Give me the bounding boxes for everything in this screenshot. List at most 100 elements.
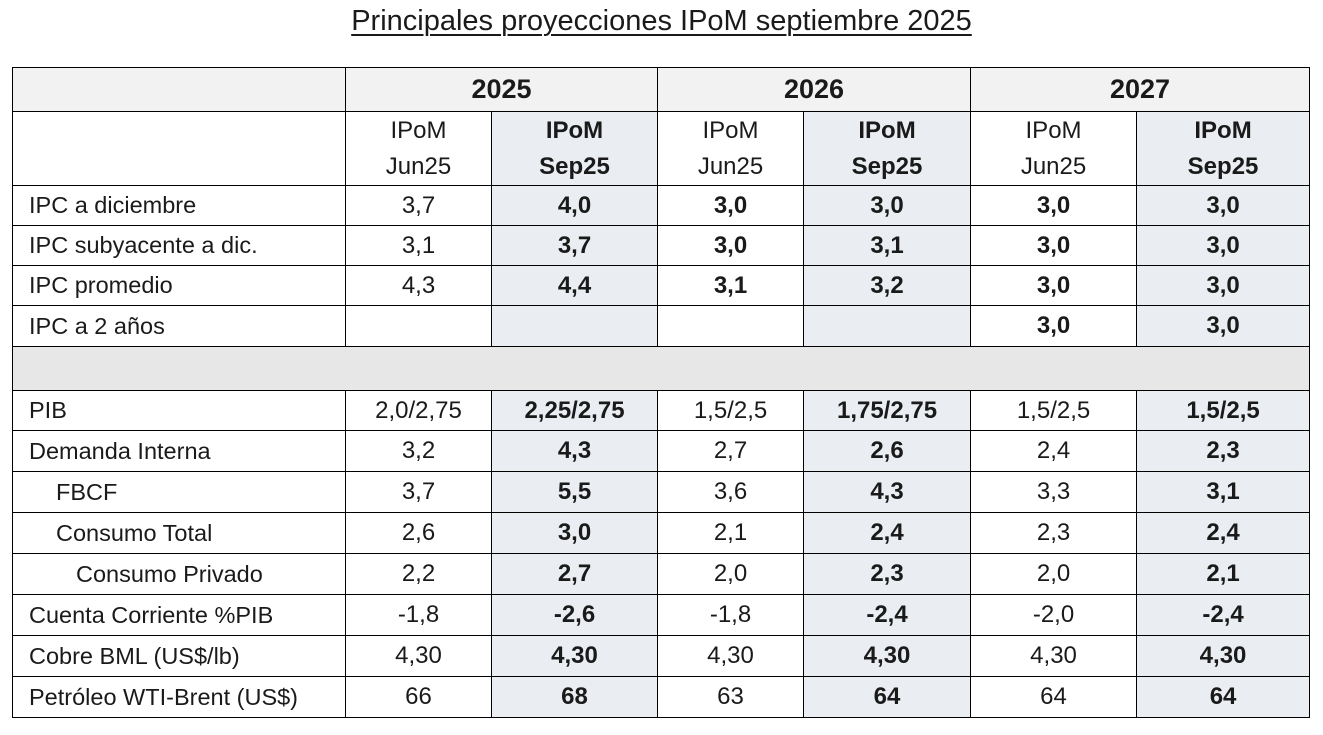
value-cell: 3,0 — [970, 305, 1138, 347]
value-cell: 3,0 — [970, 225, 1138, 266]
value-cell: 3,0 — [1136, 225, 1311, 266]
row-label: Cuenta Corriente %PIB — [12, 594, 346, 636]
value-cell: 2,2 — [345, 553, 492, 595]
report-header-2026-jun: IPoM Jun25 — [657, 111, 805, 186]
title-text: Principales proyecciones IPoM septiembre… — [351, 5, 972, 37]
row-label: IPC promedio — [12, 265, 346, 306]
value-cell: 3,2 — [345, 430, 492, 472]
value-cell: 2,6 — [345, 512, 492, 554]
year-header-row: 2025 2026 2027 — [12, 67, 1311, 112]
page-title: Principales proyecciones IPoM septiembre… — [0, 2, 1323, 40]
table-row: Consumo Total 2,6 3,0 2,1 2,4 2,3 2,4 — [12, 512, 1311, 554]
separator-row — [11, 346, 1311, 391]
value-cell: 3,7 — [345, 471, 492, 513]
table-row: Cobre BML (US$/lb) 4,30 4,30 4,30 4,30 4… — [12, 635, 1311, 677]
value-cell: 4,30 — [490, 635, 659, 677]
report-header-2027-sep: IPoM Sep25 — [1136, 111, 1311, 186]
value-cell: 3,0 — [970, 265, 1138, 306]
value-cell: 3,0 — [970, 185, 1138, 226]
value-cell: 3,0 — [657, 225, 805, 266]
report-header-2026-sep: IPoM Sep25 — [803, 111, 972, 186]
value-cell: 3,0 — [1136, 305, 1311, 347]
value-cell: 3,1 — [657, 265, 805, 306]
value-cell: 2,7 — [490, 553, 659, 595]
value-cell: 4,30 — [345, 635, 492, 677]
value-cell: -1,8 — [657, 594, 805, 636]
value-cell: 2,25/2,75 — [490, 390, 659, 431]
value-cell: 2,7 — [657, 430, 805, 472]
value-cell: -1,8 — [345, 594, 492, 636]
row-label: FBCF — [12, 471, 346, 513]
value-cell: 1,5/2,5 — [970, 390, 1138, 431]
value-cell: 4,3 — [803, 471, 972, 513]
value-cell: 2,1 — [1136, 553, 1311, 595]
value-cell: -2,0 — [970, 594, 1138, 636]
value-cell: 64 — [970, 676, 1138, 718]
table-row: PIB 2,0/2,75 2,25/2,75 1,5/2,5 1,75/2,75… — [12, 390, 1311, 431]
value-cell: 3,1 — [803, 225, 972, 266]
value-cell: 68 — [490, 676, 659, 718]
value-cell: 1,5/2,5 — [657, 390, 805, 431]
value-cell: 3,0 — [803, 185, 972, 226]
value-cell: 2,6 — [803, 430, 972, 472]
corner-cell — [12, 67, 346, 112]
year-header-2025: 2025 — [344, 67, 659, 112]
value-cell: -2,6 — [490, 594, 659, 636]
value-cell: 4,0 — [490, 185, 659, 226]
value-cell: 3,7 — [490, 225, 659, 266]
separator-cell — [11, 346, 1311, 391]
projections-table: 2025 2026 2027 IPoM Jun25 IPoM Sep25 IPoM J… — [11, 67, 1311, 718]
value-cell: 2,3 — [1136, 430, 1311, 472]
value-cell: 4,30 — [970, 635, 1138, 677]
value-cell: 3,7 — [345, 185, 492, 226]
value-cell: 4,3 — [490, 430, 659, 472]
value-cell: 4,30 — [1136, 635, 1311, 677]
row-label: PIB — [12, 390, 346, 431]
table-row: IPC a diciembre 3,7 4,0 3,0 3,0 3,0 3,0 — [12, 185, 1311, 226]
value-cell: 64 — [1136, 676, 1311, 718]
value-cell: 1,75/2,75 — [803, 390, 972, 431]
value-cell: 63 — [657, 676, 805, 718]
value-cell: -2,4 — [1136, 594, 1311, 636]
value-cell: 66 — [345, 676, 492, 718]
table-row: IPC subyacente a dic. 3,1 3,7 3,0 3,1 3,… — [12, 225, 1311, 266]
label-header-cell — [12, 111, 346, 186]
row-label: IPC subyacente a dic. — [12, 225, 346, 266]
row-label: Cobre BML (US$/lb) — [12, 635, 346, 677]
table-row: IPC a 2 años 3,0 3,0 — [12, 305, 1311, 347]
value-cell: 2,3 — [970, 512, 1138, 554]
value-cell: 3,0 — [1136, 265, 1311, 306]
row-label: IPC a 2 años — [12, 305, 346, 347]
report-header-2025-sep: IPoM Sep25 — [490, 111, 659, 186]
value-cell: 2,4 — [970, 430, 1138, 472]
table-row: Consumo Privado 2,2 2,7 2,0 2,3 2,0 2,1 — [12, 553, 1311, 595]
year-header-2027: 2027 — [970, 67, 1311, 112]
table-row: IPC promedio 4,3 4,4 3,1 3,2 3,0 3,0 — [12, 265, 1311, 306]
report-header-row: IPoM Jun25 IPoM Sep25 IPoM Jun25 IPoM Sep25 … — [12, 111, 1311, 186]
value-cell — [803, 305, 972, 347]
row-label: Consumo Total — [12, 512, 346, 554]
value-cell: 3,0 — [657, 185, 805, 226]
table-row: FBCF 3,7 5,5 3,6 4,3 3,3 3,1 — [12, 471, 1311, 513]
value-cell — [490, 305, 659, 347]
value-cell: 4,4 — [490, 265, 659, 306]
row-label: Consumo Privado — [12, 553, 346, 595]
value-cell: 2,3 — [803, 553, 972, 595]
report-header-2027-jun: IPoM Jun25 — [970, 111, 1138, 186]
year-header-2026: 2026 — [657, 67, 972, 112]
value-cell: 2,4 — [1136, 512, 1311, 554]
value-cell: 3,1 — [345, 225, 492, 266]
value-cell: 2,0/2,75 — [345, 390, 492, 431]
row-label: Petróleo WTI-Brent (US$) — [12, 676, 346, 718]
value-cell: 3,2 — [803, 265, 972, 306]
table-row: Cuenta Corriente %PIB -1,8 -2,6 -1,8 -2,… — [12, 594, 1311, 636]
value-cell: 2,4 — [803, 512, 972, 554]
value-cell: 4,3 — [345, 265, 492, 306]
report-header-2025-jun: IPoM Jun25 — [345, 111, 492, 186]
value-cell — [345, 305, 492, 347]
value-cell: 3,0 — [490, 512, 659, 554]
value-cell: 3,1 — [1136, 471, 1311, 513]
table-row: Petróleo WTI-Brent (US$) 66 68 63 64 64 … — [12, 676, 1311, 718]
row-label: IPC a diciembre — [12, 185, 346, 226]
value-cell: 4,30 — [803, 635, 972, 677]
